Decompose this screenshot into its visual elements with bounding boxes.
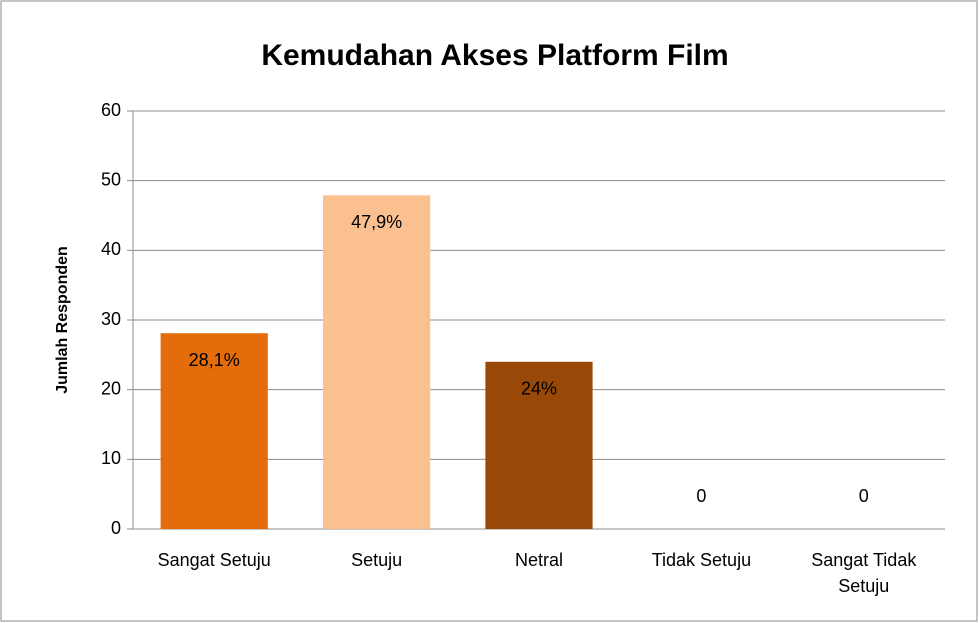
y-tick-label: 50 bbox=[101, 169, 121, 189]
y-tick-label: 60 bbox=[101, 100, 121, 120]
data-label: 47,9% bbox=[351, 212, 402, 232]
data-label: 24% bbox=[521, 379, 557, 399]
y-tick-label: 0 bbox=[111, 518, 121, 538]
x-tick-label: Sangat Setuju bbox=[157, 550, 271, 570]
y-tick-label: 30 bbox=[101, 309, 121, 329]
y-tick-label: 40 bbox=[101, 239, 121, 259]
data-label: 0 bbox=[859, 486, 869, 506]
x-tick-label: Tidak Setuju bbox=[651, 550, 752, 570]
data-label: 28,1% bbox=[189, 350, 240, 370]
bar bbox=[323, 195, 431, 529]
y-tick-label: 20 bbox=[101, 378, 121, 398]
chart-title: Kemudahan Akses Platform Film bbox=[261, 39, 728, 72]
y-tick-label: 10 bbox=[101, 448, 121, 468]
x-tick-label: Setuju bbox=[351, 550, 403, 570]
x-tick-label: Netral bbox=[514, 550, 563, 570]
bar bbox=[485, 361, 593, 529]
x-tick-label: Sangat Tidak Setuju bbox=[811, 550, 917, 596]
bar bbox=[160, 333, 268, 529]
y-axis-label: Jumlah Responden bbox=[54, 246, 71, 394]
data-label: 0 bbox=[696, 486, 706, 506]
